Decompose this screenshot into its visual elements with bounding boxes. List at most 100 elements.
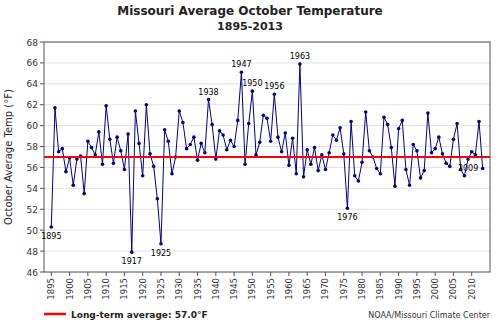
y-tick [40, 230, 44, 231]
temperature-point [97, 130, 101, 134]
grid-line [44, 167, 490, 168]
y-tick [40, 42, 44, 43]
temperature-point [137, 142, 141, 146]
x-tick-label: 1920 [138, 278, 148, 300]
temperature-point [368, 149, 372, 153]
temperature-point [112, 161, 116, 165]
y-tick-label: 48 [27, 247, 39, 257]
y-tick [40, 188, 44, 189]
temperature-point [364, 110, 368, 114]
temperature-point [441, 152, 445, 156]
x-tick-label: 2005 [448, 278, 458, 300]
grid-line [44, 230, 490, 231]
y-tick-label: 60 [27, 121, 39, 131]
temperature-point [148, 152, 152, 156]
x-tick [69, 272, 70, 276]
temperature-point [357, 179, 361, 183]
y-tick-label: 46 [27, 268, 39, 278]
temperature-point [258, 141, 262, 145]
y-tick-label: 66 [27, 58, 39, 68]
grid-line [44, 125, 490, 126]
temperature-point [71, 183, 75, 187]
y-tick [40, 146, 44, 147]
x-tick-label: 1915 [119, 278, 129, 300]
grid [44, 42, 490, 272]
grid-line [44, 104, 490, 105]
temperature-point [309, 163, 313, 167]
temperature-point [181, 121, 185, 125]
temperature-point [375, 167, 379, 171]
temperature-point [53, 106, 57, 110]
subtitle: 1895-2013 [217, 20, 283, 33]
temperature-point [57, 150, 61, 154]
temperature-point [207, 98, 211, 102]
temperature-point [163, 128, 167, 132]
temperature-point [389, 146, 393, 150]
x-tick-label: 1975 [339, 278, 349, 300]
annotation: 1956 [264, 82, 284, 91]
temperature-point [400, 119, 404, 123]
temperature-point [251, 89, 255, 93]
x-tick [380, 272, 381, 276]
temperature-point [430, 151, 434, 155]
annotation: 1963 [290, 52, 310, 61]
y-tick [40, 62, 44, 63]
temperature-point [349, 120, 353, 124]
x-tick [234, 272, 235, 276]
chart: Missouri Average October Temperature 1895… [0, 0, 500, 325]
annotations: 1895191719251938194719501956196319762009 [41, 52, 478, 266]
temperature-point [477, 120, 481, 124]
y-tick-label: 50 [27, 226, 39, 236]
temperature-point [240, 71, 244, 75]
temperature-point [229, 138, 233, 142]
temperature-point [346, 206, 350, 210]
temperature-point [283, 131, 287, 135]
x-tick [106, 272, 107, 276]
temperature-point [210, 123, 214, 127]
title: Missouri Average October Temperature [117, 4, 383, 18]
temperature-point [152, 165, 156, 169]
y-tick [40, 167, 44, 168]
average-line [44, 156, 490, 158]
x-tick [197, 272, 198, 276]
x-tick-label: 1925 [156, 278, 166, 300]
temperature-point [60, 147, 64, 151]
temperature-point [437, 135, 441, 139]
temperature-point [90, 146, 94, 150]
annotation: 1947 [231, 60, 251, 69]
temperature-point [291, 136, 295, 140]
x-tick-label: 1960 [284, 278, 294, 300]
temperature-point [302, 175, 306, 179]
temperature-point [342, 152, 346, 156]
temperature-point [386, 123, 390, 127]
temperature-point [50, 225, 54, 229]
temperature-point [123, 168, 127, 172]
temperature-point [104, 104, 108, 108]
x-tick-label: 1965 [302, 278, 312, 300]
temperature-point [199, 142, 203, 146]
grid-line [44, 209, 490, 210]
temperature-point [335, 138, 339, 142]
plot-frame [44, 42, 490, 272]
x-tick [51, 272, 52, 276]
temperature-point [225, 148, 229, 152]
y-tick [40, 104, 44, 105]
x-tick [325, 272, 326, 276]
temperature-point [360, 160, 364, 164]
y-tick-label: 54 [27, 184, 39, 194]
temperature-point [134, 109, 138, 113]
temperature-point [269, 140, 273, 144]
x-tick [179, 272, 180, 276]
temperature-point [294, 172, 298, 176]
annotation: 1895 [41, 232, 61, 241]
temperature-point [108, 137, 112, 141]
x-tick-label: 1900 [65, 278, 75, 300]
x-tick-label: 1985 [375, 278, 385, 300]
temperature-point [411, 143, 415, 147]
temperature-point [196, 158, 200, 162]
x-tick [471, 272, 472, 276]
temperature-point [185, 147, 189, 151]
annotation: 1925 [151, 249, 171, 258]
y-tick-label: 56 [27, 163, 39, 173]
temperature-point [331, 133, 335, 137]
